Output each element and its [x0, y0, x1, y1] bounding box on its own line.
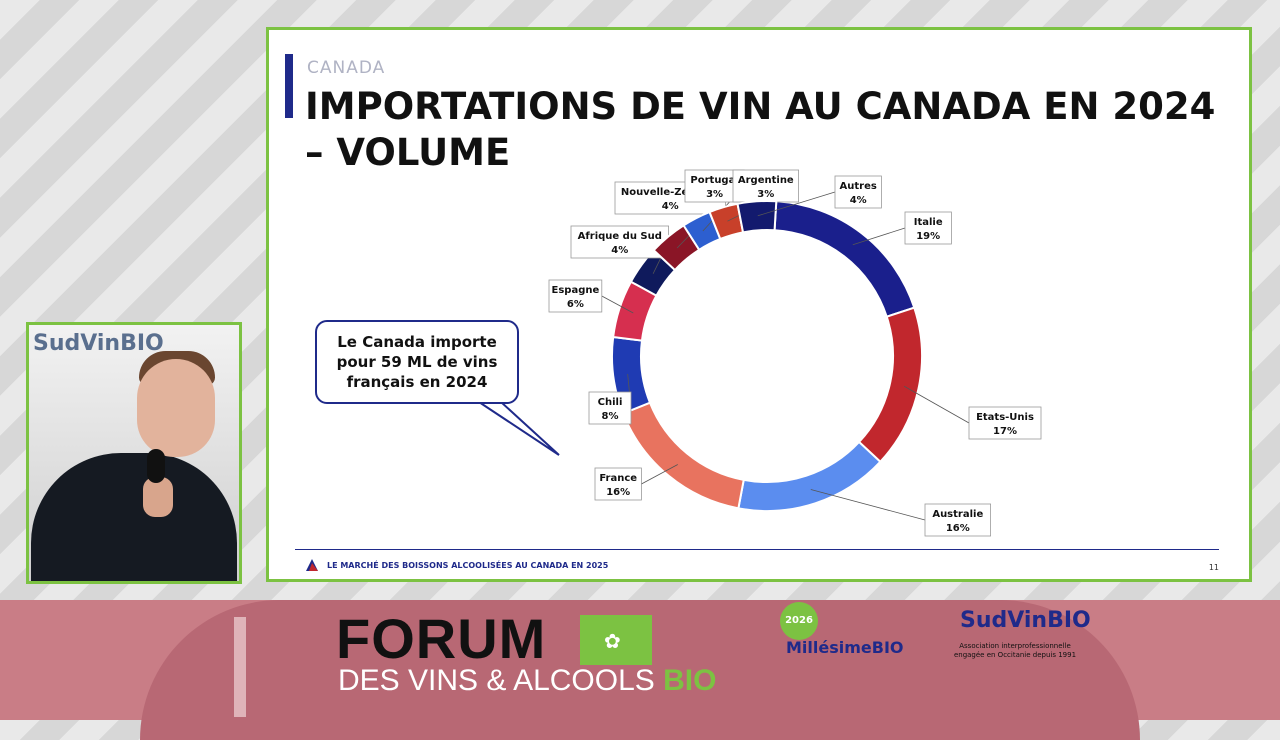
slice-autres	[736, 200, 778, 234]
leader-italie	[852, 227, 906, 246]
label-value-portugal: 3%	[706, 189, 723, 200]
footer-divider	[295, 549, 1219, 550]
slide-kicker: CANADA	[307, 58, 386, 78]
eu-organic-logo-icon: ✿	[580, 615, 652, 665]
speaker-torso	[31, 453, 237, 581]
leader-espagne	[601, 295, 634, 314]
label-value-autres: 4%	[850, 195, 867, 206]
speaker-hand	[143, 477, 173, 517]
speaker-head	[137, 359, 215, 457]
video-backdrop-logo: SudVinBIO	[33, 331, 164, 356]
event-banner	[0, 600, 1280, 740]
label-chili: Chili 8%	[588, 391, 632, 425]
label-name-espagne: Espagne	[552, 285, 600, 296]
label-name-australie: Australie	[932, 509, 983, 520]
leader-etats-unis	[904, 385, 970, 424]
slice-italie	[773, 200, 916, 318]
label-value-nouvelle-zelande: 4%	[662, 201, 679, 212]
label-italie: Italie 19%	[904, 211, 952, 245]
footer-text: LE MARCHÉ DES BOISSONS ALCOOLISÉES AU CA…	[327, 561, 609, 570]
label-value-australie: 16%	[946, 523, 970, 534]
page-number: 11	[1208, 563, 1219, 572]
slice-australie	[737, 440, 882, 512]
label-etats-unis: Etats-Unis 17%	[968, 406, 1042, 440]
label-australie: Australie 16%	[924, 503, 991, 537]
title-accent-bar	[285, 54, 293, 118]
label-afrique-du-sud: Afrique du Sud 4%	[570, 225, 669, 259]
forum-subtitle: DES VINS & ALCOOLS BIO	[338, 664, 716, 698]
label-name-italie: Italie	[914, 217, 943, 228]
label-name-france: France	[599, 473, 637, 484]
forum-word-cloud-icon	[234, 617, 246, 717]
speaker-video: SudVinBIO	[26, 322, 242, 584]
leader-autres	[757, 191, 836, 217]
slice-etats-unis	[857, 306, 923, 464]
leader-france	[641, 464, 678, 485]
sudvin-logo: SudVinBIO	[960, 608, 1091, 633]
label-name-autres: Autres	[840, 181, 877, 192]
microphone-icon	[147, 449, 165, 483]
forum-title: FORUM	[336, 607, 547, 670]
label-autres: Autres 4%	[834, 175, 882, 209]
label-name-argentine: Argentine	[738, 175, 794, 186]
footer-logo-icon	[306, 559, 318, 571]
label-argentine: Argentine 3%	[732, 169, 799, 203]
callout-bubble: Le Canada importe pour 59 ML de vins fra…	[315, 320, 519, 404]
sudvin-tagline: Association interprofessionnelle engagée…	[953, 642, 1077, 659]
label-name-etats-unis: Etats-Unis	[976, 412, 1034, 423]
forum-subtitle-text: DES VINS & ALCOOLS	[338, 664, 664, 697]
label-value-italie: 19%	[916, 231, 940, 242]
label-france: France 16%	[594, 467, 642, 501]
label-espagne: Espagne 6%	[548, 279, 603, 313]
label-value-france: 16%	[606, 487, 630, 498]
label-value-espagne: 6%	[567, 299, 584, 310]
label-value-etats-unis: 17%	[993, 426, 1017, 437]
slide: CANADA IMPORTATIONS DE VIN AU CANADA EN …	[266, 27, 1252, 582]
slide-title: IMPORTATIONS DE VIN AU CANADA EN 2024 – …	[305, 85, 1216, 174]
label-value-chili: 8%	[602, 411, 619, 422]
donut-chart: Italie19%Etats-Unis17%Australie16%France…	[548, 169, 1042, 537]
label-value-argentine: 3%	[757, 189, 774, 200]
leader-australie	[810, 489, 926, 521]
label-name-chili: Chili	[598, 397, 623, 408]
millesime-year-badge: 2026	[780, 602, 818, 640]
label-value-afrique-du-sud: 4%	[611, 245, 628, 256]
label-name-afrique-du-sud: Afrique du Sud	[578, 231, 662, 242]
millesime-logo: MillésimeBIO	[786, 638, 904, 657]
label-name-portugal: Portugal	[690, 175, 738, 186]
forum-subtitle-bio: BIO	[663, 664, 717, 697]
